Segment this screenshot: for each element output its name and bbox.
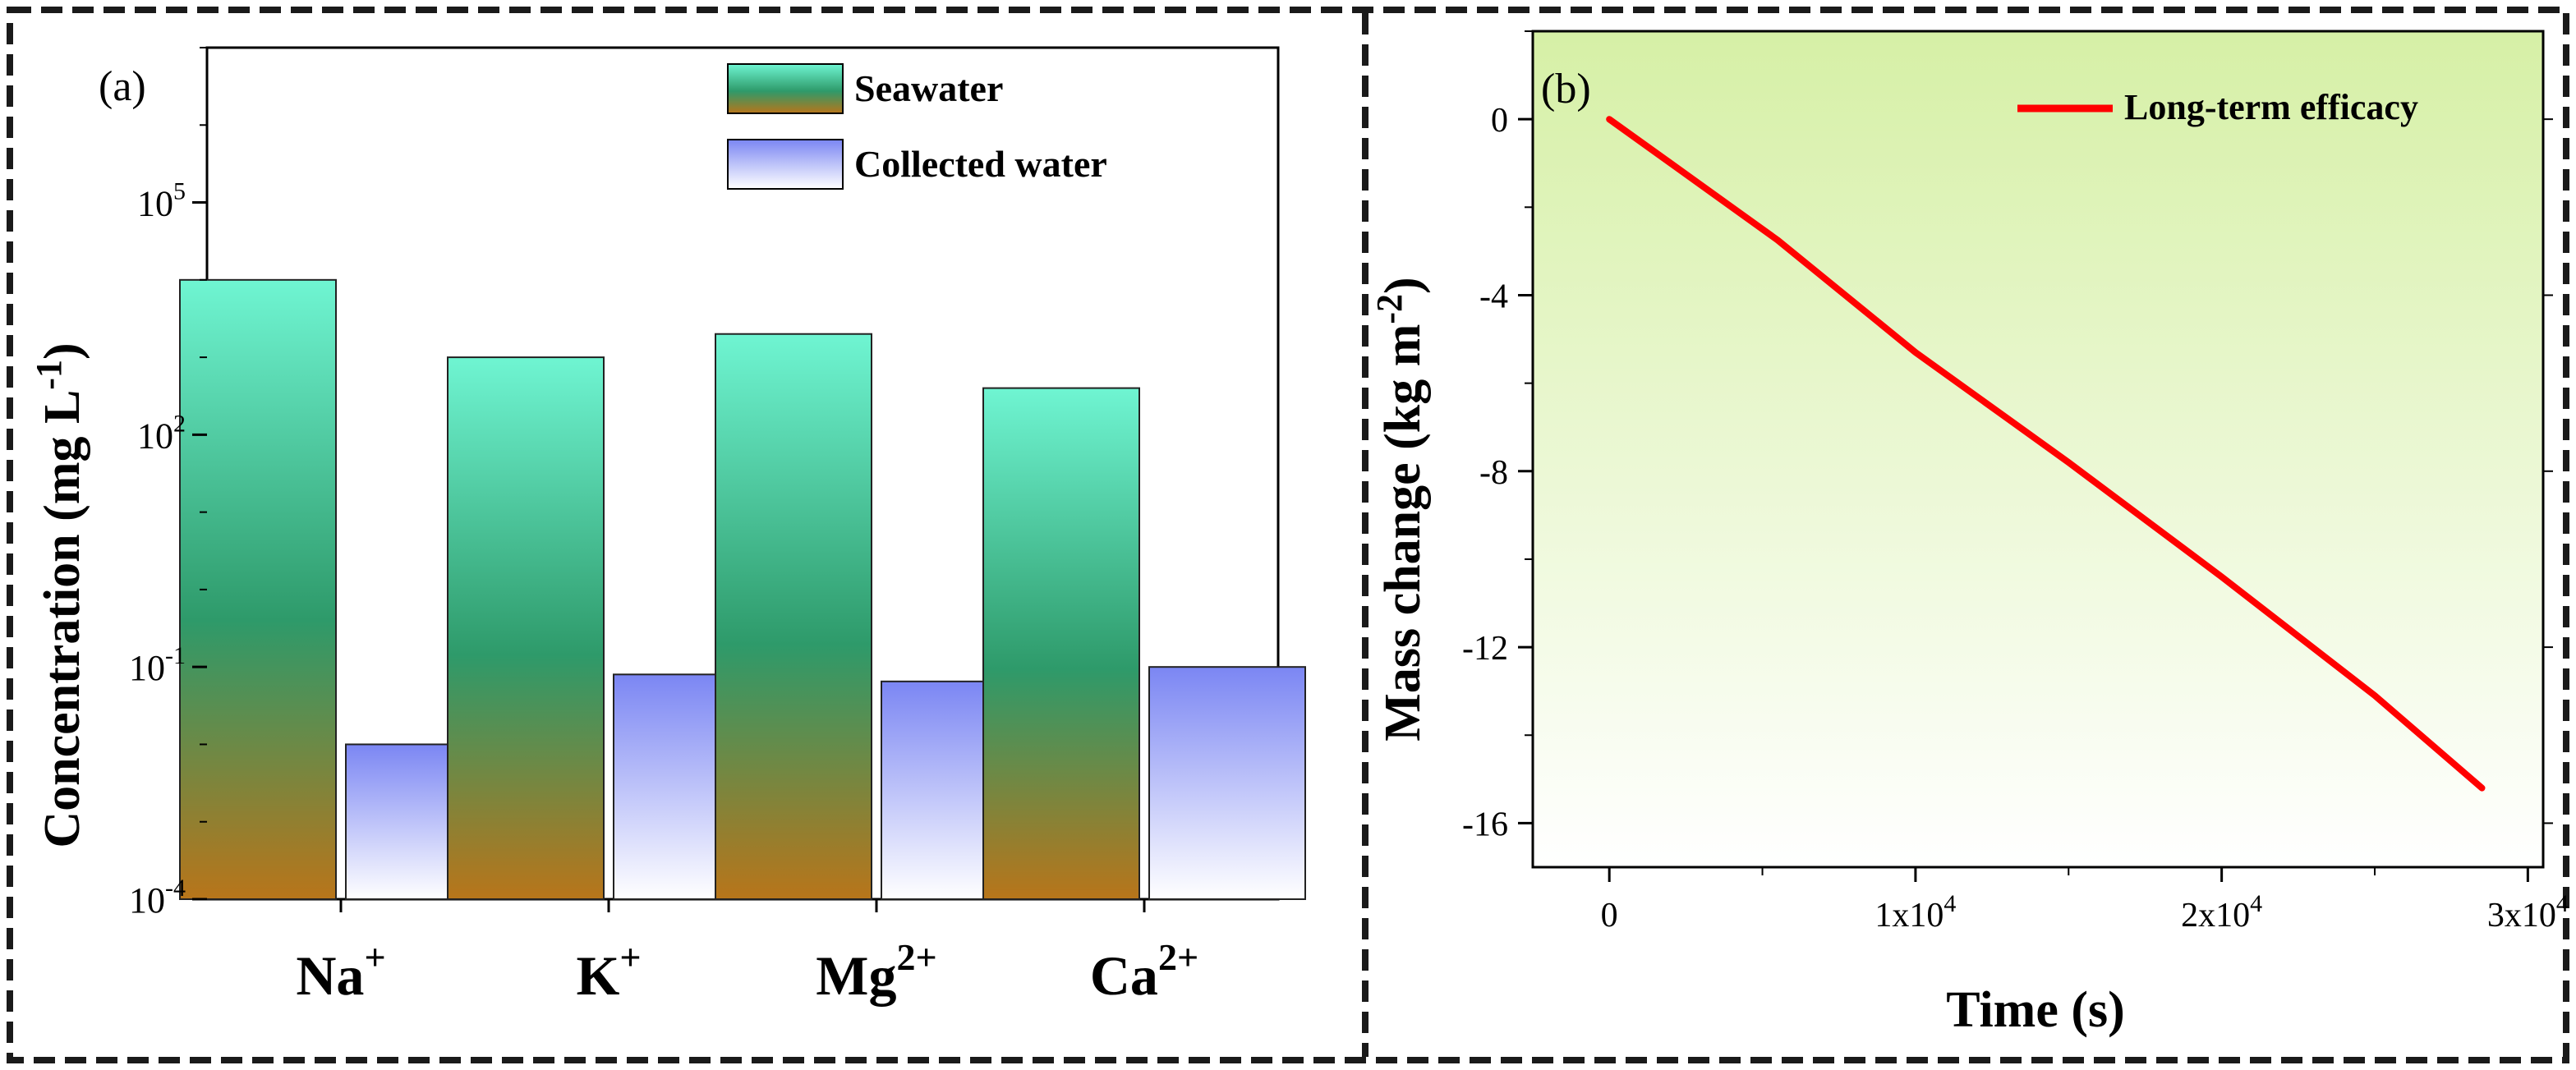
legend-swatch-seawater (727, 63, 844, 114)
x-axis-label-b: Time (s) (1946, 982, 2125, 1038)
x-tick-label-b: 3x104 (2487, 890, 2569, 935)
legend-label-collected: Collected water (854, 143, 1107, 185)
y-tick-label-a: 10-1 (129, 642, 186, 688)
y-tick-label-b: -16 (1462, 806, 1508, 843)
panel-label-b: (b) (1541, 66, 1591, 113)
legend-a: Seawater Collected water (727, 63, 1107, 190)
y-tick-label-b: -12 (1462, 630, 1508, 668)
bar-seawater-mg (715, 333, 872, 901)
legend-label-seawater: Seawater (854, 67, 1003, 109)
bar-seawater-ca (982, 387, 1140, 901)
svg-text:Concentration (mg L-1): Concentration (mg L-1) (29, 342, 90, 847)
series-line-long-term-efficacy (1606, 116, 2486, 792)
x-tick-label-b: 2x104 (2181, 890, 2262, 935)
svg-text:Mass change (kg m-2): Mass change (kg m-2) (1369, 277, 1431, 741)
x-tick-label-k: K+ (576, 936, 641, 1007)
bar-collected-water-ca (1148, 666, 1306, 900)
outer-frame (7, 7, 2569, 1063)
panel-a: Na+ K+ Mg2+ Ca2+ 10-4 10-1 102 105 (a) Concentr… (29, 46, 1306, 1007)
panel-label-a: (a) (99, 63, 146, 110)
panel-b: 0 1x104 2x104 3x104 0 -4 -8 -12 -16 (b) Time (s)… (1369, 30, 2569, 1038)
legend-swatch-collected (727, 139, 844, 190)
y-tick-label-a: 105 (137, 178, 186, 224)
x-tick-label-mg: Mg2+ (816, 936, 936, 1007)
x-tick-label-ca: Ca2+ (1090, 936, 1198, 1007)
y-tick-label-b: 0 (1491, 102, 1508, 140)
legend-label-long-term-efficacy: Long-term efficacy (2124, 87, 2418, 127)
x-tick-label-b: 0 (1601, 897, 1618, 935)
y-tick-label-a: 102 (137, 410, 186, 456)
y-tick-label-a: 10-4 (129, 875, 186, 921)
y-axis-label-b: Mass change (kg m-2) (1369, 277, 1431, 741)
legend-b: Long-term efficacy (2017, 87, 2418, 127)
plot-area-b (1531, 30, 2545, 869)
x-tick-label-na: Na+ (296, 936, 385, 1007)
plot-background-b (1533, 31, 2543, 867)
y-tick-label-b: -4 (1479, 278, 1508, 315)
y-tick-label-b: -8 (1479, 454, 1508, 492)
bar-seawater-k (447, 356, 605, 901)
y-axis-label-a: Concentration (mg L-1) (29, 342, 90, 847)
x-tick-label-b: 1x104 (1874, 890, 1956, 935)
